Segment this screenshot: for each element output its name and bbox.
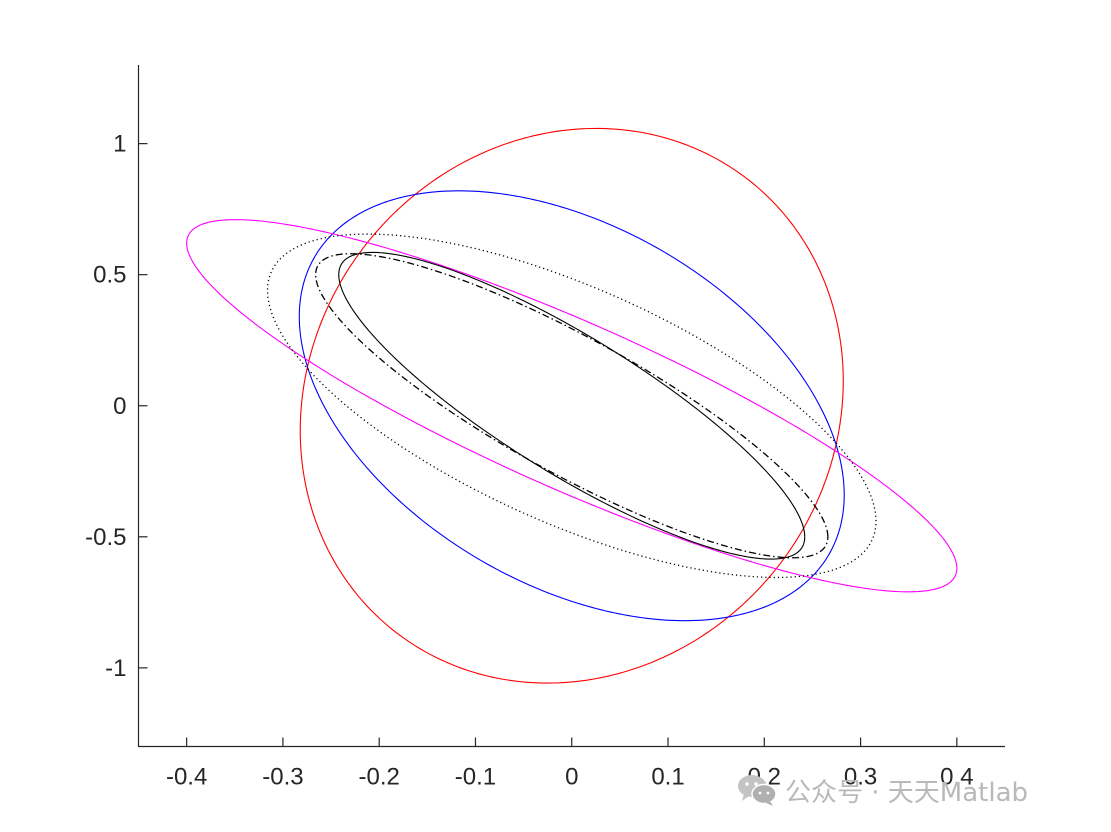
x-tick-label: -0.3 bbox=[262, 764, 303, 791]
x-tick-label: 0.3 bbox=[844, 764, 877, 791]
x-tick-label: 0 bbox=[565, 764, 578, 791]
y-tick-label: -1 bbox=[105, 655, 126, 682]
x-tick-label: -0.1 bbox=[455, 764, 496, 791]
series-curve-4 bbox=[266, 233, 877, 579]
x-tick-label: 0.1 bbox=[651, 764, 684, 791]
y-tick-label: 1 bbox=[113, 131, 126, 158]
x-tick-label: -0.4 bbox=[166, 764, 207, 791]
series-curve-5 bbox=[314, 253, 829, 559]
y-tick-label: 0.5 bbox=[93, 262, 126, 289]
x-tick-label: -0.2 bbox=[359, 764, 400, 791]
x-tick-label: 0.4 bbox=[940, 764, 973, 791]
plot-area bbox=[186, 127, 958, 684]
y-tick-label: 0 bbox=[113, 393, 126, 420]
series-curve-3 bbox=[186, 219, 958, 593]
series-curve-1 bbox=[299, 127, 844, 684]
watermark-text: 公众号 · 天天Matlab bbox=[785, 777, 1029, 808]
wechat-icon bbox=[738, 775, 777, 806]
watermark: 公众号 · 天天Matlab bbox=[737, 770, 1028, 810]
y-tick-label: -0.5 bbox=[85, 524, 126, 551]
axis-ticks: -0.4 -0.3 -0.2 -0.1 0 0.1 0.2 0.3 0.4-1-0.500.51 bbox=[85, 131, 973, 791]
series-curve-2 bbox=[298, 190, 845, 622]
series-curve-6 bbox=[338, 251, 806, 560]
